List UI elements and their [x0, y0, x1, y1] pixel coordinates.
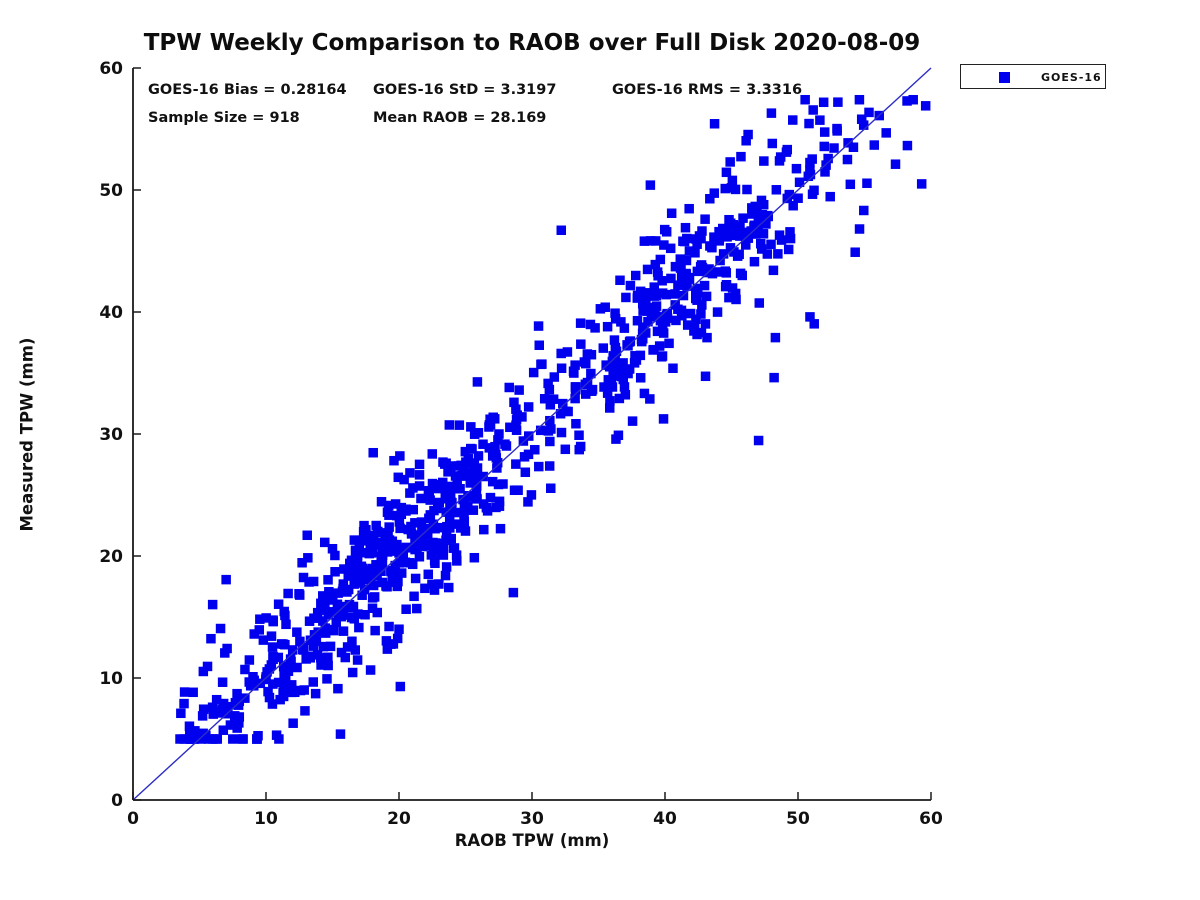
svg-text:0: 0	[127, 809, 139, 829]
svg-text:30: 30	[520, 809, 544, 829]
legend: GOES-16	[960, 64, 1106, 89]
svg-text:10: 10	[254, 809, 278, 829]
stat-std: GOES-16 StD = 3.3197	[373, 82, 557, 98]
svg-text:30: 30	[99, 425, 123, 445]
stat-rms: GOES-16 RMS = 3.3316	[612, 82, 803, 98]
legend-label: GOES-16	[1041, 71, 1102, 84]
svg-text:20: 20	[387, 809, 411, 829]
x-axis-label: RAOB TPW (mm)	[454, 831, 610, 850]
axes	[132, 67, 932, 801]
svg-text:60: 60	[919, 809, 943, 829]
stat-mean-raob: Mean RAOB = 28.169	[373, 110, 547, 126]
legend-marker-icon	[999, 72, 1010, 83]
svg-text:50: 50	[786, 809, 810, 829]
tick-labels: 0 10 20 30 40 50 60 0 10 20 30 40 50 60	[99, 59, 943, 829]
svg-text:0: 0	[111, 791, 123, 811]
identity-line	[132, 67, 932, 801]
svg-text:50: 50	[99, 181, 123, 201]
stat-sample-size: Sample Size = 918	[148, 110, 300, 126]
scatter-points	[175, 94, 931, 744]
svg-text:60: 60	[99, 59, 123, 79]
stat-bias: GOES-16 Bias = 0.28164	[148, 82, 347, 98]
svg-text:40: 40	[653, 809, 677, 829]
y-axis-label: Measured TPW (mm)	[17, 337, 37, 532]
svg-text:40: 40	[99, 303, 123, 323]
svg-text:20: 20	[99, 547, 123, 567]
svg-text:10: 10	[99, 669, 123, 689]
chart-title: TPW Weekly Comparison to RAOB over Full …	[143, 30, 921, 56]
